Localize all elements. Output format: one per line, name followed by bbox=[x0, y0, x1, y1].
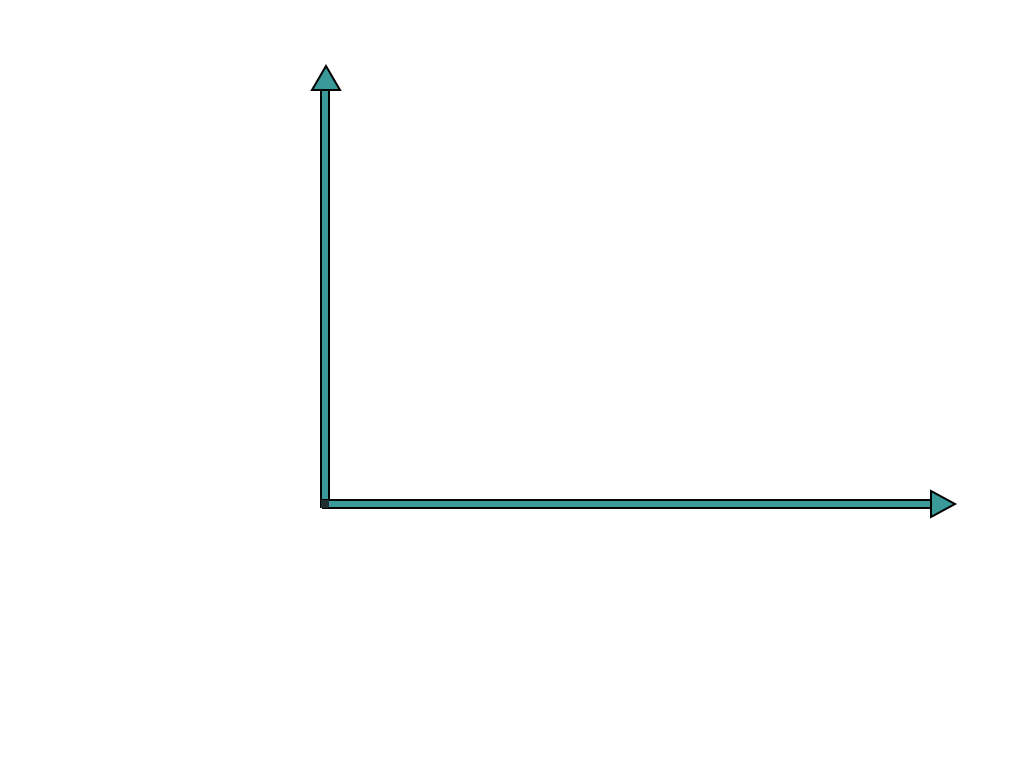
x-axis-shaft bbox=[322, 499, 933, 509]
arrow-up-icon bbox=[310, 64, 342, 91]
arrow-right-icon bbox=[930, 489, 958, 519]
origin-marker bbox=[321, 500, 329, 508]
y-axis-shaft bbox=[320, 88, 330, 508]
